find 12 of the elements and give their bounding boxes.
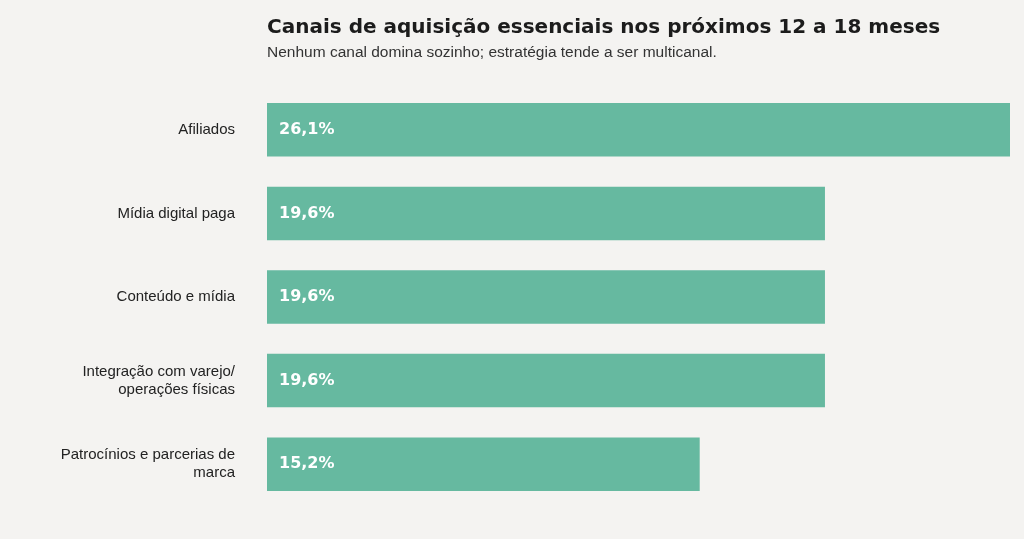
chart-subtitle: Nenhum canal domina sozinho; estratégia tende a ser multicanal. xyxy=(267,43,717,61)
y-tick-label: Conteúdo e mídia xyxy=(116,287,236,305)
y-tick-label: Afiliados xyxy=(178,119,235,137)
chart-title: Canais de aquisição essenciais nos próximos 12 a 18 meses xyxy=(267,14,941,38)
data-label: 15,2% xyxy=(279,453,335,473)
data-label: 19,6% xyxy=(279,369,335,389)
data-label: 26,1% xyxy=(279,118,335,138)
y-tick-label: Integração com varejo/ operações físicas xyxy=(82,361,236,397)
y-tick-label: Mídia digital paga xyxy=(117,203,236,221)
data-label: 19,6% xyxy=(279,286,335,306)
y-tick-label: Patrocínios e parcerias de marca xyxy=(60,445,236,481)
data-label: 19,6% xyxy=(279,202,335,222)
